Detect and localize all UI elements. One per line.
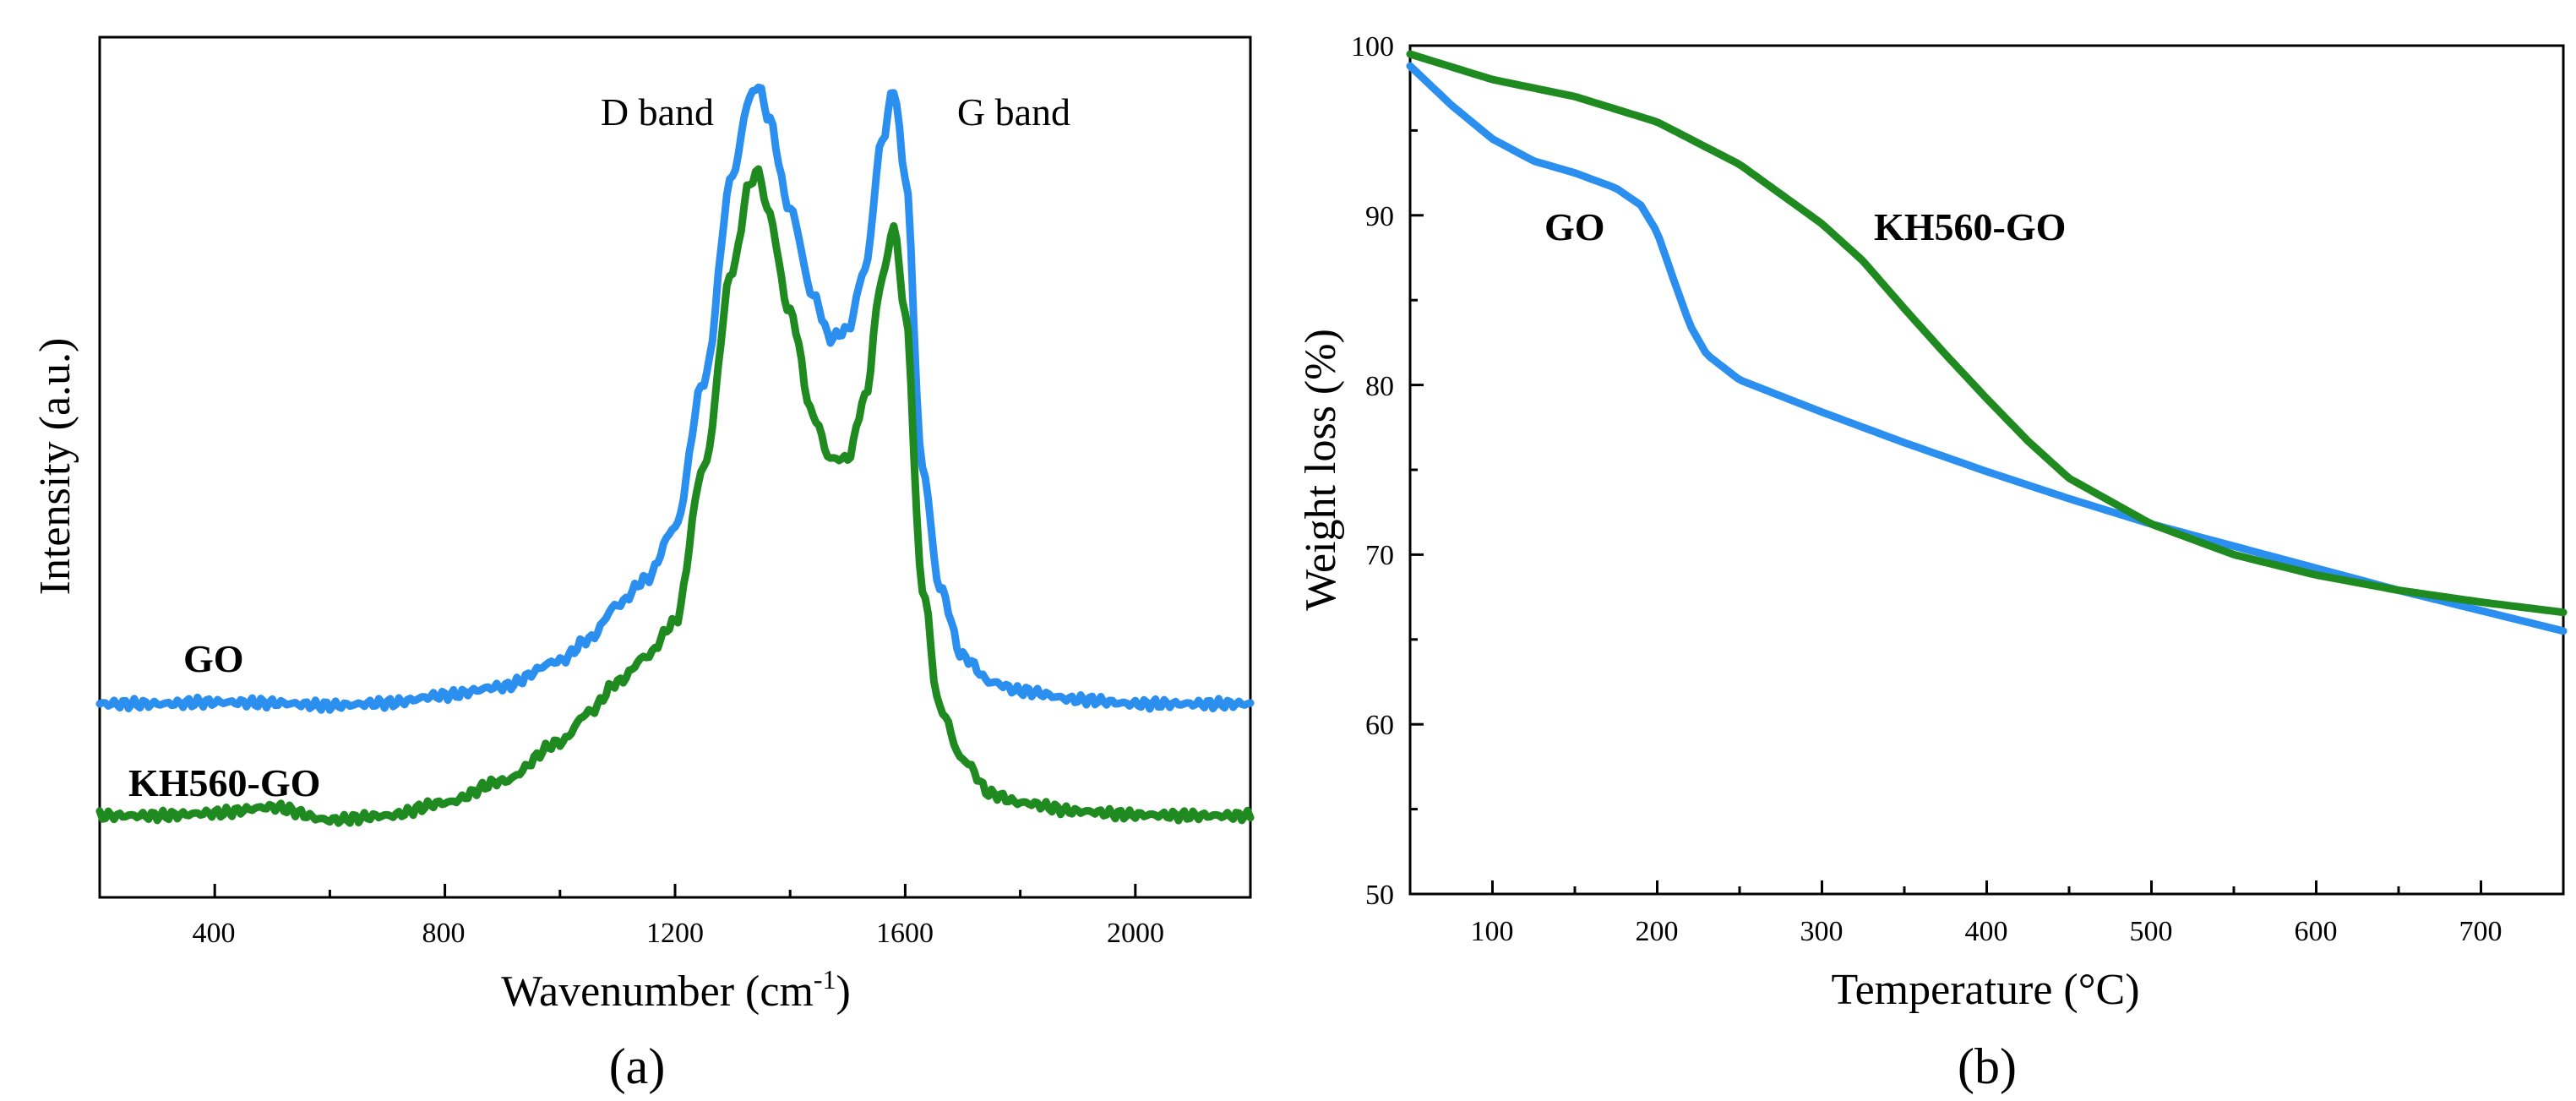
panel-a-xtick-label: 400 xyxy=(193,918,236,949)
panel-b-ytick-label: 100 xyxy=(1351,31,1394,63)
kh560-go-series-label-b: KH560-GO xyxy=(1874,205,2066,248)
panel-a-ylabel: Intensity (a.u.) xyxy=(31,338,79,596)
panel-b: 100 200 300 400 500 600 700 50 60 70 80 … xyxy=(1297,31,2568,1094)
panel-b-series xyxy=(1406,50,2568,635)
panel-a-ticks xyxy=(98,884,1252,897)
panel-b-ticks xyxy=(1408,44,2565,896)
panel-b-xtick-label: 500 xyxy=(2130,916,2173,947)
panel-b-ylabel: Weight loss (%) xyxy=(1297,329,1345,611)
panel-b-ytick-label: 70 xyxy=(1365,540,1394,571)
d-band-annotation: D band xyxy=(601,90,714,134)
panel-b-ytick-label: 50 xyxy=(1365,880,1394,911)
panel-b-xtick-label: 100 xyxy=(1471,916,1514,947)
panel-a-xtick-label: 2000 xyxy=(1107,918,1164,949)
kh560-go-series-line xyxy=(1406,50,2568,617)
kh560-go-series-line xyxy=(95,165,1255,827)
panel-b-ytick-label: 90 xyxy=(1365,201,1394,232)
panel-a-xtick-label: 1600 xyxy=(876,918,934,949)
panel-b-xtick-label: 700 xyxy=(2459,916,2502,947)
go-series-line xyxy=(95,83,1255,714)
panel-b-label: (b) xyxy=(1958,1038,2017,1094)
panel-a-label: (a) xyxy=(609,1038,666,1094)
panel-a: 400 800 1200 1600 2000 Wavenumber (cm-1)… xyxy=(31,35,1255,1094)
panel-b-xtick-label: 300 xyxy=(1800,916,1844,947)
g-band-annotation: G band xyxy=(957,90,1070,134)
panel-a-series xyxy=(95,83,1255,827)
panel-b-ytick-label: 60 xyxy=(1365,710,1394,741)
panel-b-xtick-label: 200 xyxy=(1636,916,1679,947)
panel-b-xlabel: Temperature (°C) xyxy=(1831,966,2139,1014)
kh560-go-series-label-a: KH560-GO xyxy=(128,761,320,804)
panel-b-xtick-label: 400 xyxy=(1965,916,2008,947)
go-series-label-a: GO xyxy=(183,637,244,680)
panel-a-xlabel: Wavenumber (cm-1) xyxy=(501,964,851,1016)
go-series-label-b: GO xyxy=(1544,205,1605,248)
panel-b-xtick-label: 600 xyxy=(2295,916,2338,947)
go-series-line xyxy=(1406,62,2568,635)
panel-a-xtick-label: 1200 xyxy=(646,918,704,949)
panel-a-xtick-label: 800 xyxy=(422,918,466,949)
panel-b-ytick-label: 80 xyxy=(1365,371,1394,402)
